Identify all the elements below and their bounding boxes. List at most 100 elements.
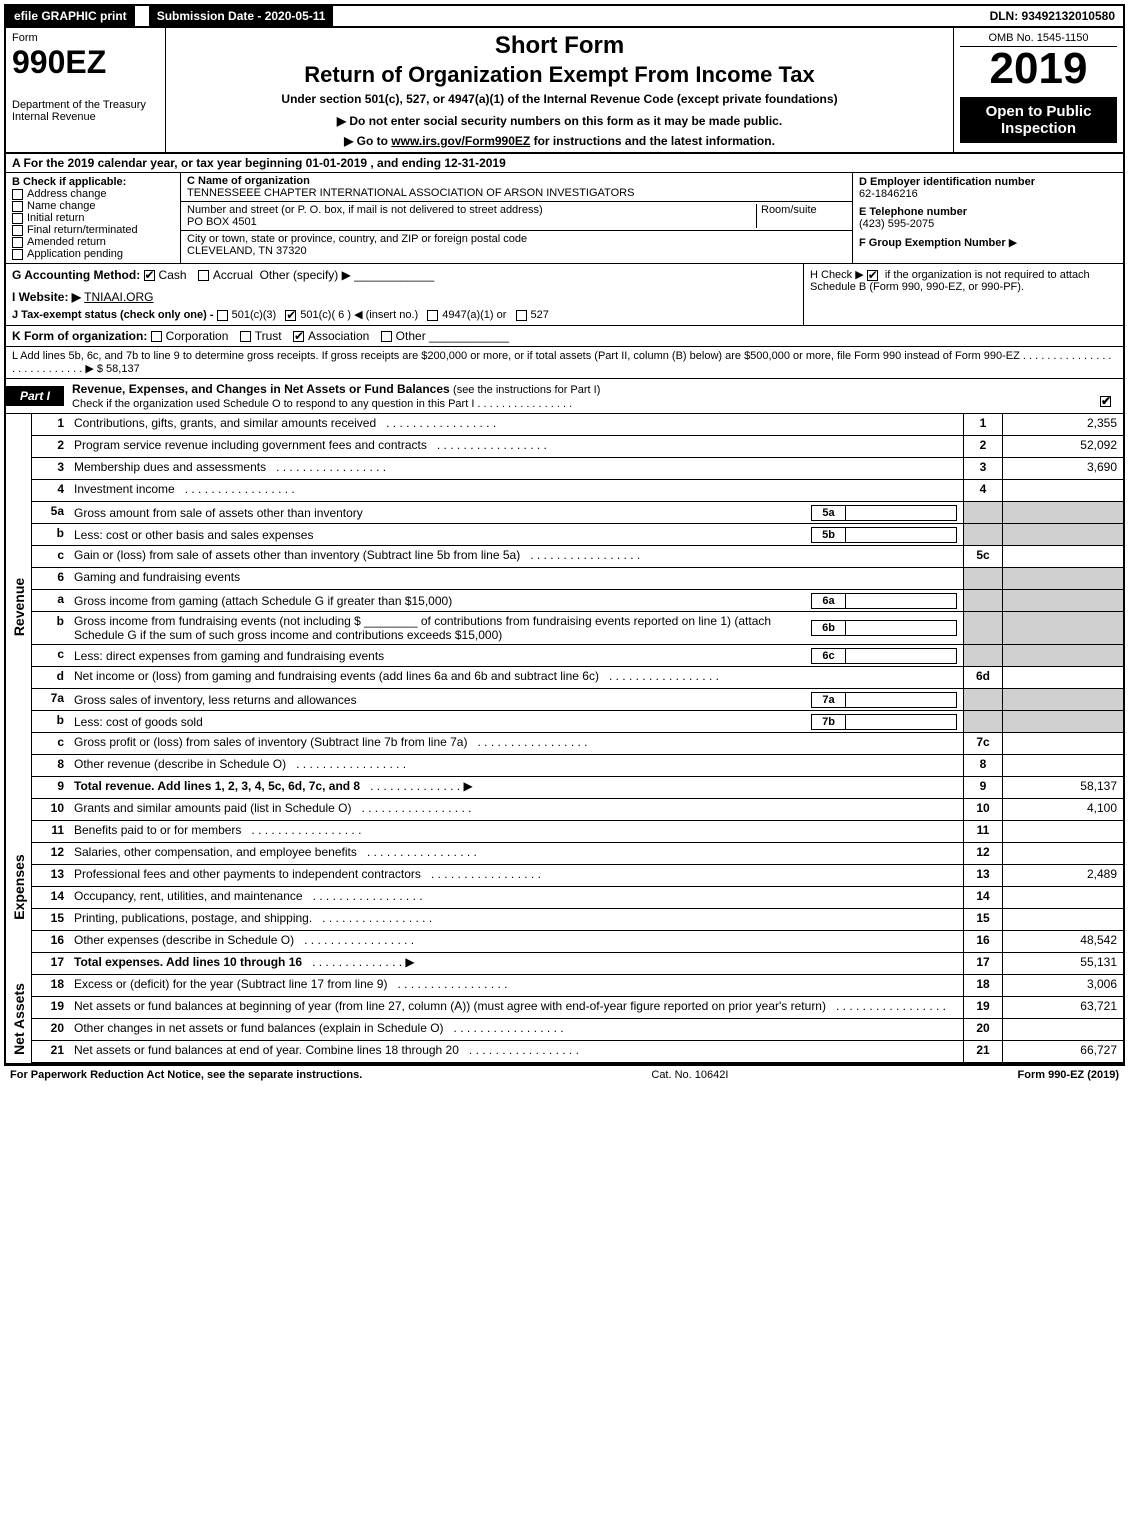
submission-date: Submission Date - 2020-05-11 [147,6,334,26]
org-name-label: C Name of organization [187,175,310,187]
cb-other-org[interactable] [381,331,392,342]
line-3: 3Membership dues and assessments . . . .… [32,458,1123,480]
cb-4947[interactable] [427,310,438,321]
line-num: 12 [32,843,68,864]
cb-accrual[interactable] [198,270,209,281]
line-desc: Investment income . . . . . . . . . . . … [68,480,963,501]
cb-initial-return[interactable]: Initial return [12,212,174,224]
line-index: 21 [963,1041,1003,1062]
cb-application-pending[interactable]: Application pending [12,248,174,260]
line-desc: Excess or (deficit) for the year (Subtra… [68,975,963,996]
line-desc: Other expenses (describe in Schedule O) … [68,931,963,952]
page-footer: For Paperwork Reduction Act Notice, see … [4,1065,1125,1084]
footer-cat: Cat. No. 10642I [362,1069,1017,1081]
cb-assoc[interactable] [293,331,304,342]
cb-corp[interactable] [151,331,162,342]
line-desc: Gross profit or (loss) from sales of inv… [68,733,963,754]
part1-title: Revenue, Expenses, and Changes in Net As… [64,379,1123,413]
line-index: 7c [963,733,1003,754]
ein-label: D Employer identification number [859,176,1117,188]
col-def: D Employer identification number 62-1846… [853,173,1123,263]
city-val: CLEVELAND, TN 37320 [187,245,307,257]
addr-val: PO BOX 4501 [187,216,257,228]
line-num: 6 [32,568,68,589]
line-num: a [32,590,68,611]
line-12: 12Salaries, other compensation, and empl… [32,843,1123,865]
line-index [963,524,1003,545]
goto-pre: Go to [344,134,391,148]
line-value [1003,590,1123,611]
line-num: 1 [32,414,68,435]
line-index: 12 [963,843,1003,864]
phone-val: (423) 595-2075 [859,218,1117,230]
line-index: 3 [963,458,1003,479]
cb-name-change[interactable]: Name change [12,200,174,212]
part1-header: Part I Revenue, Expenses, and Changes in… [4,379,1125,414]
line-value [1003,612,1123,644]
line-value: 55,131 [1003,953,1123,974]
subtitle: Under section 501(c), 527, or 4947(a)(1)… [174,92,945,106]
cb-527[interactable] [516,310,527,321]
line-desc: Gaming and fundraising events [68,568,963,589]
block-bcdef: B Check if applicable: Address change Na… [4,173,1125,264]
cb-501c3[interactable] [217,310,228,321]
line-value: 63,721 [1003,997,1123,1018]
row-a-tax-year: A For the 2019 calendar year, or tax yea… [4,154,1125,173]
line-desc: Grants and similar amounts paid (list in… [68,799,963,820]
footer-right: Form 990-EZ (2019) [1018,1069,1119,1081]
dept-2: Internal Revenue [12,111,159,123]
i-label: I Website: ▶ [12,290,81,304]
line-num: 19 [32,997,68,1018]
cb-cash[interactable] [144,270,155,281]
line-index: 6d [963,667,1003,688]
line-desc: Gross sales of inventory, less returns a… [68,689,963,710]
line-6: 6Gaming and fundraising events [32,568,1123,590]
line-value: 4,100 [1003,799,1123,820]
line-num: 14 [32,887,68,908]
line-b: bLess: cost or other basis and sales exp… [32,524,1123,546]
cb-501c[interactable] [285,310,296,321]
line-index: 13 [963,865,1003,886]
line-7a: 7aGross sales of inventory, less returns… [32,689,1123,711]
line-index: 16 [963,931,1003,952]
line-a: aGross income from gaming (attach Schedu… [32,590,1123,612]
line-8: 8Other revenue (describe in Schedule O) … [32,755,1123,777]
cb-trust[interactable] [240,331,251,342]
line-19: 19Net assets or fund balances at beginni… [32,997,1123,1019]
line-desc: Professional fees and other payments to … [68,865,963,886]
line-desc: Membership dues and assessments . . . . … [68,458,963,479]
line-num: 3 [32,458,68,479]
line-desc: Total revenue. Add lines 1, 2, 3, 4, 5c,… [68,777,963,798]
cb-h[interactable] [867,270,878,281]
form-header: Form 990EZ Department of the Treasury In… [4,28,1125,154]
line-index: 9 [963,777,1003,798]
tax-year: 2019 [960,47,1117,91]
row-k: K Form of organization: Corporation Trus… [4,326,1125,347]
goto-post: for instructions and the latest informat… [534,134,775,148]
goto-link[interactable]: www.irs.gov/Form990EZ [391,134,530,148]
line-index: 1 [963,414,1003,435]
col-b-title: B Check if applicable: [12,176,174,188]
cb-final-return[interactable]: Final return/terminated [12,224,174,236]
line-desc: Contributions, gifts, grants, and simila… [68,414,963,435]
line-15: 15Printing, publications, postage, and s… [32,909,1123,931]
line-value: 48,542 [1003,931,1123,952]
line-num: 9 [32,777,68,798]
cb-schedule-o[interactable] [1100,396,1111,407]
line-4: 4Investment income . . . . . . . . . . .… [32,480,1123,502]
cb-address-change[interactable]: Address change [12,188,174,200]
title-return: Return of Organization Exempt From Incom… [174,62,945,88]
line-desc: Salaries, other compensation, and employ… [68,843,963,864]
header-right: OMB No. 1545-1150 2019 Open to Public In… [953,28,1123,152]
line-desc: Gross amount from sale of assets other t… [68,502,963,523]
line-5a: 5aGross amount from sale of assets other… [32,502,1123,524]
cb-amended-return[interactable]: Amended return [12,236,174,248]
line-value [1003,909,1123,930]
line-value [1003,733,1123,754]
line-value: 3,690 [1003,458,1123,479]
line-value [1003,711,1123,732]
line-desc: Net income or (loss) from gaming and fun… [68,667,963,688]
row-gh: G Accounting Method: Cash Accrual Other … [4,264,1125,326]
col-b: B Check if applicable: Address change Na… [6,173,181,263]
revenue-sidelabel: Revenue [6,414,32,799]
